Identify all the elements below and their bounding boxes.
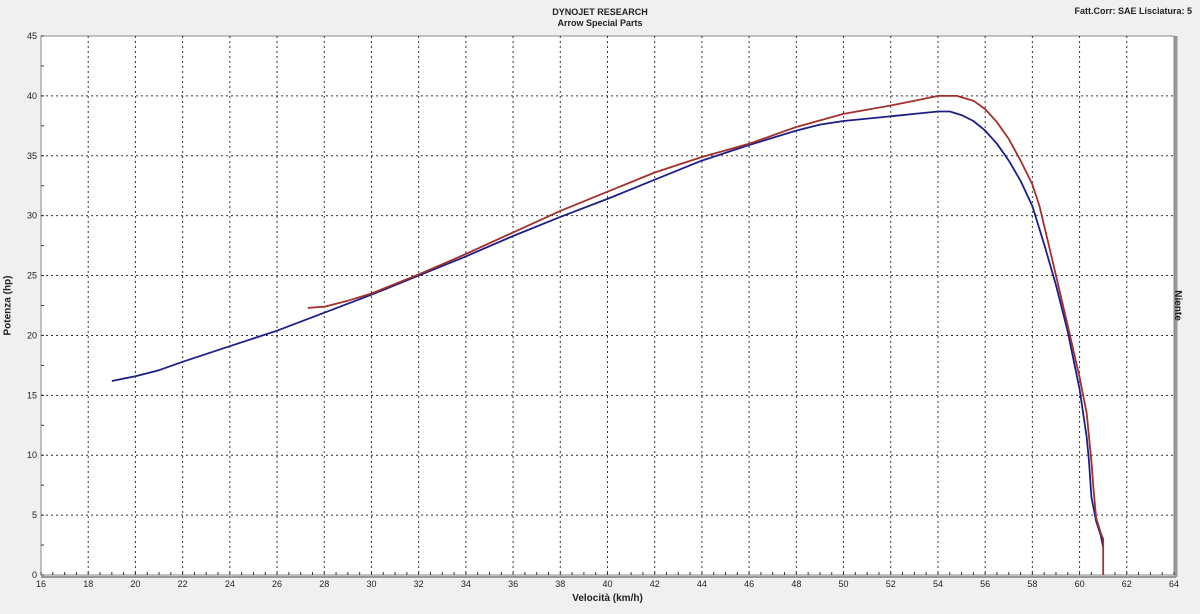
x-tick-label: 60 — [1075, 579, 1085, 589]
x-axis-label: Velocità (km/h) — [572, 593, 643, 604]
x-tick-label: 26 — [272, 579, 282, 589]
x-tick-label: 44 — [697, 579, 707, 589]
x-tick-label: 64 — [1169, 579, 1179, 589]
chart-title: DYNOJET RESEARCH — [552, 7, 648, 17]
x-tick-label: 56 — [980, 579, 990, 589]
x-tick-label: 42 — [650, 579, 660, 589]
x-tick-label: 48 — [791, 579, 801, 589]
y-tick-label: 25 — [27, 271, 37, 281]
x-tick-label: 24 — [225, 579, 235, 589]
y-tick-label: 20 — [27, 330, 37, 340]
x-tick-label: 62 — [1122, 579, 1132, 589]
right-axis-label: Niente — [1171, 290, 1183, 321]
y-tick-label: 30 — [27, 211, 37, 221]
x-tick-label: 46 — [744, 579, 754, 589]
y-tick-label: 15 — [27, 390, 37, 400]
y-axis-label: Potenza (hp) — [2, 275, 14, 336]
y-tick-label: 10 — [27, 450, 37, 460]
y-tick-label: 0 — [32, 570, 37, 580]
x-tick-label: 36 — [508, 579, 518, 589]
x-tick-label: 28 — [319, 579, 329, 589]
x-tick-label: 30 — [366, 579, 376, 589]
chart-subtitle: Arrow Special Parts — [557, 18, 643, 28]
correction-info: Fatt.Corr: SAE Lisciatura: 5 — [1074, 6, 1192, 16]
power-curve-2 — [307, 95, 1105, 575]
power-curve-1 — [111, 110, 1105, 548]
x-tick-label: 52 — [886, 579, 896, 589]
x-tick-label: 16 — [36, 579, 46, 589]
x-tick-label: 20 — [130, 579, 140, 589]
x-tick-label: 32 — [414, 579, 424, 589]
y-tick-label: 5 — [32, 510, 37, 520]
x-tick-label: 18 — [83, 579, 93, 589]
x-tick-label: 58 — [1027, 579, 1037, 589]
x-tick-label: 38 — [555, 579, 565, 589]
y-tick-label: 40 — [27, 91, 37, 101]
x-tick-label: 34 — [461, 579, 471, 589]
y-tick-label: 45 — [27, 31, 37, 41]
x-tick-label: 22 — [178, 579, 188, 589]
x-tick-label: 50 — [839, 579, 849, 589]
y-tick-label: 35 — [27, 151, 37, 161]
x-tick-label: 54 — [933, 579, 943, 589]
x-tick-label: 40 — [602, 579, 612, 589]
